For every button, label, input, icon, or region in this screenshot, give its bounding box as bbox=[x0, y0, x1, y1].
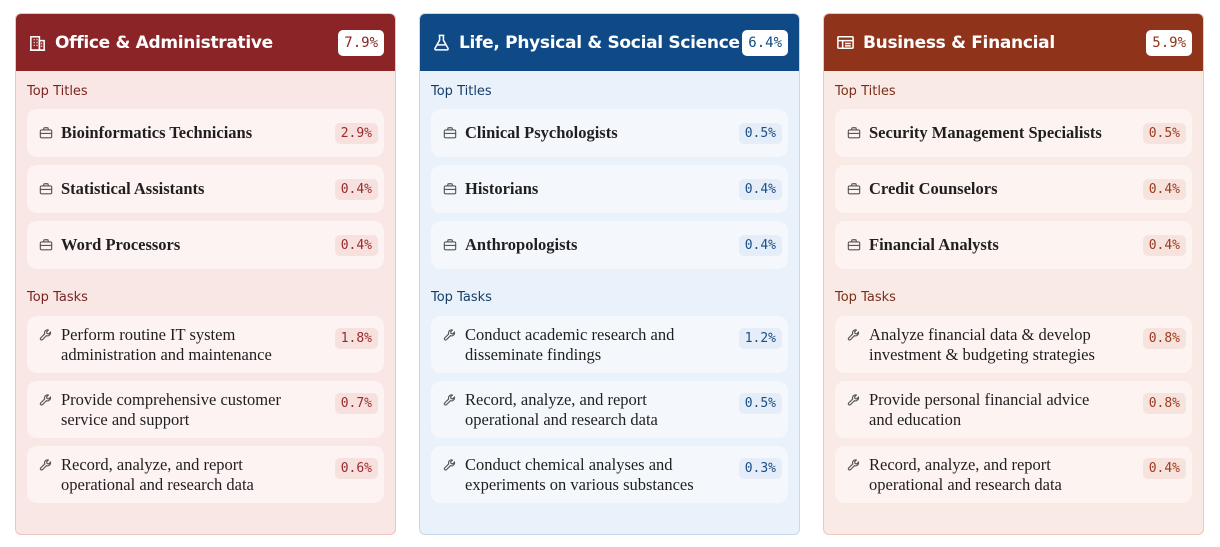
title-label: Credit Counselors bbox=[869, 179, 998, 198]
top-tasks-label: Top Tasks bbox=[431, 290, 492, 305]
wrench-icon bbox=[39, 458, 53, 472]
task-percent: 0.5% bbox=[738, 393, 782, 414]
task-label: Conduct academic research and disseminate… bbox=[465, 325, 675, 364]
task-row[interactable]: Record, analyze, and report operational a… bbox=[835, 446, 1192, 503]
card-percent-badge: 7.9% bbox=[338, 29, 384, 56]
task-row[interactable]: Conduct academic research and disseminate… bbox=[431, 316, 788, 373]
card-business-financial: Business & Financial 5.9% Top Titles Sec… bbox=[823, 13, 1204, 535]
card-title: Life, Physical & Social Science bbox=[459, 32, 740, 53]
wrench-icon bbox=[443, 328, 457, 342]
title-percent: 0.4% bbox=[738, 178, 782, 200]
wrench-icon bbox=[847, 393, 861, 407]
task-label: Provide personal financial advice and edu… bbox=[869, 390, 1090, 429]
title-row[interactable]: Financial Analysts 0.4% bbox=[835, 221, 1192, 269]
task-percent: 0.3% bbox=[738, 458, 782, 479]
task-percent: 0.7% bbox=[334, 393, 378, 414]
title-label: Clinical Psychologists bbox=[465, 123, 618, 142]
building-icon bbox=[28, 33, 47, 52]
task-label: Record, analyze, and report operational a… bbox=[465, 390, 658, 429]
card-header: Office & Administrative 7.9% bbox=[16, 14, 395, 71]
briefcase-icon bbox=[39, 238, 53, 252]
task-row[interactable]: Perform routine IT system administration … bbox=[27, 316, 384, 373]
category-cards: Office & Administrative 7.9% Top Titles … bbox=[15, 13, 1205, 535]
task-label: Record, analyze, and report operational a… bbox=[869, 455, 1062, 494]
task-percent: 1.8% bbox=[334, 328, 378, 349]
wrench-icon bbox=[39, 328, 53, 342]
title-row[interactable]: Statistical Assistants 0.4% bbox=[27, 165, 384, 213]
task-row[interactable]: Record, analyze, and report operational a… bbox=[431, 381, 788, 438]
task-row[interactable]: Analyze financial data & develop investme… bbox=[835, 316, 1192, 373]
top-titles-label: Top Titles bbox=[431, 84, 492, 99]
task-row[interactable]: Provide comprehensive customer service an… bbox=[27, 381, 384, 438]
card-header: Life, Physical & Social Science 6.4% bbox=[420, 14, 799, 71]
title-label: Historians bbox=[465, 179, 539, 198]
task-label: Conduct chemical analyses and experiments… bbox=[465, 455, 694, 494]
card-life-physical-social-science: Life, Physical & Social Science 6.4% Top… bbox=[419, 13, 800, 535]
title-row[interactable]: Historians 0.4% bbox=[431, 165, 788, 213]
briefcase-icon bbox=[847, 182, 861, 196]
wrench-icon bbox=[39, 393, 53, 407]
wrench-icon bbox=[443, 393, 457, 407]
task-row[interactable]: Provide personal financial advice and edu… bbox=[835, 381, 1192, 438]
title-percent: 0.4% bbox=[334, 234, 378, 256]
title-label: Anthropologists bbox=[465, 235, 578, 254]
title-row[interactable]: Anthropologists 0.4% bbox=[431, 221, 788, 269]
task-label: Provide comprehensive customer service an… bbox=[61, 390, 281, 429]
ledger-icon bbox=[836, 33, 855, 52]
wrench-icon bbox=[847, 328, 861, 342]
briefcase-icon bbox=[39, 182, 53, 196]
task-percent: 0.6% bbox=[334, 458, 378, 479]
title-label: Financial Analysts bbox=[869, 235, 999, 254]
task-label: Analyze financial data & develop investme… bbox=[869, 325, 1095, 364]
flask-icon bbox=[432, 33, 451, 52]
briefcase-icon bbox=[39, 126, 53, 140]
title-percent: 0.4% bbox=[334, 178, 378, 200]
card-header: Business & Financial 5.9% bbox=[824, 14, 1203, 71]
card-percent-badge: 5.9% bbox=[1146, 29, 1192, 56]
title-row[interactable]: Word Processors 0.4% bbox=[27, 221, 384, 269]
briefcase-icon bbox=[847, 238, 861, 252]
title-percent: 0.4% bbox=[1142, 234, 1186, 256]
title-label: Security Management Specialists bbox=[869, 123, 1102, 142]
title-label: Statistical Assistants bbox=[61, 179, 205, 198]
briefcase-icon bbox=[443, 126, 457, 140]
title-percent: 0.5% bbox=[738, 122, 782, 144]
task-percent: 0.8% bbox=[1142, 328, 1186, 349]
wrench-icon bbox=[847, 458, 861, 472]
task-row[interactable]: Conduct chemical analyses and experiments… bbox=[431, 446, 788, 503]
title-label: Bioinformatics Technicians bbox=[61, 123, 253, 142]
title-row[interactable]: Security Management Specialists 0.5% bbox=[835, 109, 1192, 157]
task-row[interactable]: Record, analyze, and report operational a… bbox=[27, 446, 384, 503]
title-percent: 0.4% bbox=[738, 234, 782, 256]
title-row[interactable]: Credit Counselors 0.4% bbox=[835, 165, 1192, 213]
briefcase-icon bbox=[847, 126, 861, 140]
card-title: Office & Administrative bbox=[55, 32, 273, 53]
briefcase-icon bbox=[443, 238, 457, 252]
top-titles-label: Top Titles bbox=[27, 84, 88, 99]
briefcase-icon bbox=[443, 182, 457, 196]
title-label: Word Processors bbox=[61, 235, 181, 254]
title-percent: 0.5% bbox=[1142, 122, 1186, 144]
task-label: Perform routine IT system administration … bbox=[61, 325, 272, 364]
card-office-administrative: Office & Administrative 7.9% Top Titles … bbox=[15, 13, 396, 535]
task-percent: 1.2% bbox=[738, 328, 782, 349]
card-title: Business & Financial bbox=[863, 32, 1055, 53]
top-titles-label: Top Titles bbox=[835, 84, 896, 99]
title-row[interactable]: Bioinformatics Technicians 2.9% bbox=[27, 109, 384, 157]
title-percent: 0.4% bbox=[1142, 178, 1186, 200]
top-tasks-label: Top Tasks bbox=[27, 290, 88, 305]
task-percent: 0.4% bbox=[1142, 458, 1186, 479]
title-row[interactable]: Clinical Psychologists 0.5% bbox=[431, 109, 788, 157]
title-percent: 2.9% bbox=[334, 122, 378, 144]
task-label: Record, analyze, and report operational a… bbox=[61, 455, 254, 494]
task-percent: 0.8% bbox=[1142, 393, 1186, 414]
card-percent-badge: 6.4% bbox=[742, 29, 788, 56]
wrench-icon bbox=[443, 458, 457, 472]
top-tasks-label: Top Tasks bbox=[835, 290, 896, 305]
